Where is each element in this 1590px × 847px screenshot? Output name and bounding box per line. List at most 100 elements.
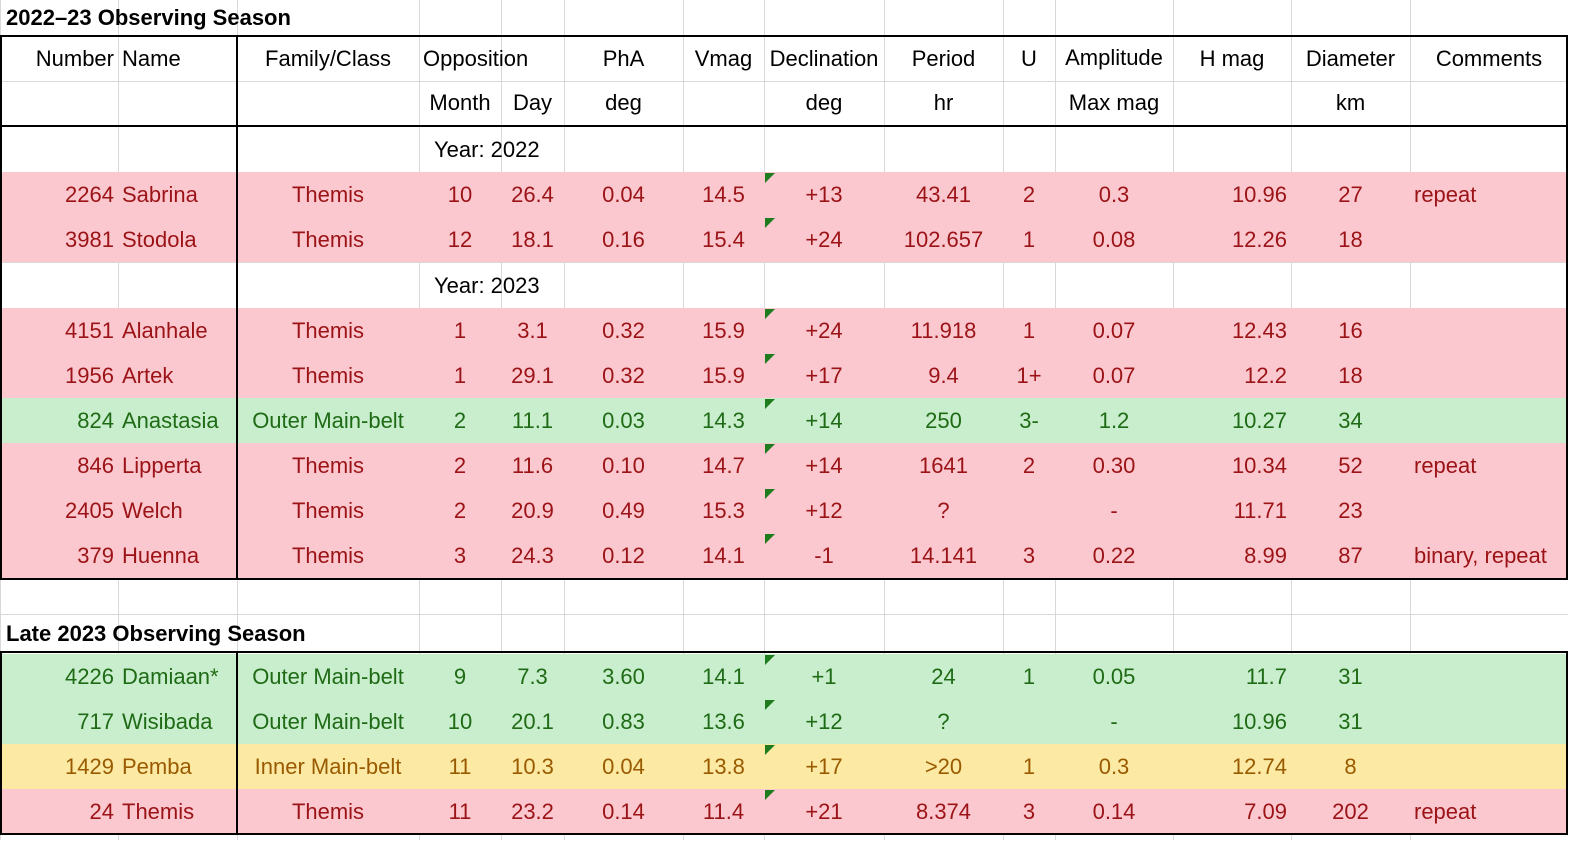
gridline [0, 614, 1568, 615]
cell-period: 14.141 [909, 542, 978, 568]
cell-amplitude: 0.08 [1092, 226, 1136, 252]
cell-period: 24 [931, 663, 956, 689]
comment-indicator-icon [765, 218, 775, 228]
cell-family-class: Outer Main-belt [252, 663, 404, 689]
cell-declination: +13 [805, 181, 843, 207]
cell-pha: PhA [602, 46, 645, 71]
table-row: 1956 Artek Themis 1 29.1 0.32 15.9 +17 9.4 1+ 0.07… [0, 353, 1568, 398]
cell-opposition-day: 26.4 [511, 181, 554, 207]
table-border [0, 35, 1568, 37]
cell-number: 4226 [65, 663, 114, 689]
cell-opposition-day: 11.1 [511, 407, 554, 433]
cell-number: 4151 [65, 317, 114, 343]
cell-number: 3981 [65, 226, 114, 252]
table-row: 2405 Welch Themis 2 20.9 0.49 15.3 +12? - 11.71 23 [0, 488, 1568, 533]
cell-diameter: km [1335, 90, 1366, 115]
cell-comments [1410, 308, 1568, 353]
cell-amplitude: 0.07 [1092, 317, 1136, 343]
cell-name: Sabrina [122, 181, 198, 207]
comment-indicator-icon [765, 354, 775, 364]
table-row: 4226 Damiaan* Outer Main-belt 9 7.3 3.60 14.1 +… [0, 654, 1568, 699]
cell-period: ? [937, 497, 950, 523]
cell-pha: 0.83 [602, 708, 645, 734]
cell-name: Themis [122, 798, 195, 824]
cell-pha: 0.32 [602, 362, 645, 388]
cell-declination: +24 [805, 226, 843, 252]
cell-hmag: 10.27 [1231, 407, 1287, 433]
cell-hmag: 7.09 [1244, 798, 1287, 824]
cell-vmag: 11.4 [702, 798, 745, 824]
cell-hmag: H mag [1199, 46, 1265, 71]
cell-amplitude: - [1110, 708, 1118, 734]
table-row: 3981 Stodola Themis 12 18.1 0.16 15.4 +24 102.65… [0, 217, 1568, 262]
cell-u: 1 [1022, 226, 1036, 252]
cell-number: 2405 [65, 497, 114, 523]
cell-comments [1410, 699, 1568, 744]
cell-comments: Comments [1435, 46, 1543, 71]
cell-vmag: 13.8 [702, 753, 745, 779]
cell-hmag: 8.99 [1244, 542, 1287, 568]
cell-opposition-month: 3 [453, 542, 467, 568]
cell-opposition-day: 23.2 [511, 798, 554, 824]
cell-period: Period [911, 46, 976, 71]
year-row: Year: 2022 [0, 128, 1568, 172]
cell-amplitude: Amplitude [1065, 45, 1163, 70]
cell-number: 846 [77, 452, 114, 478]
cell-pha: 0.49 [602, 497, 645, 523]
table-border [0, 833, 1568, 835]
cell-amplitude: 1.2 [1098, 407, 1130, 433]
cell-diameter: 31 [1338, 663, 1363, 689]
cell-number: 379 [77, 542, 114, 568]
cell-declination: Declination [769, 46, 879, 71]
cell-vmag: 14.1 [702, 542, 745, 568]
cell-vmag [683, 81, 764, 125]
table-border [0, 35, 2, 580]
cell-name: Artek [122, 362, 174, 388]
cell-family-class: Themis [291, 317, 365, 343]
cell-period: 8.374 [915, 798, 972, 824]
cell-family-class [237, 81, 419, 125]
cell-u [1003, 488, 1055, 533]
cell-family-class: Themis [291, 362, 365, 388]
cell-u: 3- [1019, 407, 1039, 433]
cell-comments [1410, 353, 1568, 398]
cell-name [118, 81, 237, 125]
cell-amplitude: 0.07 [1092, 362, 1136, 388]
comment-indicator-icon [765, 534, 775, 544]
cell-name: Anastasia [122, 407, 219, 433]
cell-name: Stodola [122, 226, 197, 252]
cell-hmag: 10.96 [1231, 181, 1287, 207]
cell-family-class: Inner Main-belt [254, 753, 402, 779]
cell-amplitude: 0.22 [1092, 542, 1136, 568]
cell-amplitude: Max mag [1068, 90, 1160, 115]
cell-number: 1956 [65, 362, 114, 388]
cell-diameter: 8 [1344, 753, 1357, 779]
cell-amplitude: 0.14 [1092, 798, 1136, 824]
cell-amplitude: 0.05 [1092, 663, 1136, 689]
cell-comments [1410, 744, 1568, 789]
cell-declination: +12 [805, 708, 843, 734]
cell-diameter: 27 [1338, 181, 1363, 207]
cell-u: 2 [1022, 181, 1036, 207]
cell-period: 250 [925, 407, 962, 433]
cell-family-class: Outer Main-belt [252, 407, 404, 433]
cell-opposition-day: 18.1 [511, 226, 554, 252]
cell-opposition-day: 11.6 [511, 452, 554, 478]
cell-period: 11.918 [910, 317, 977, 343]
table-row: 379 Huenna Themis 3 24.3 0.12 14.1 -1 14.141 3 0.2… [0, 533, 1568, 578]
cell-amplitude: 0.3 [1098, 181, 1130, 207]
cell-opposition-month: Month [429, 90, 491, 115]
table-border [0, 651, 2, 835]
header-row: Month Day deg deg hr Max mag km [0, 81, 1568, 125]
table-border [1566, 35, 1568, 580]
table-row: 717 Wisibada Outer Main-belt 10 20.1 0.83 13.6… [0, 699, 1568, 744]
cell-diameter: 87 [1338, 542, 1363, 568]
cell-comments: repeat [1414, 181, 1477, 207]
cell-family-class: Outer Main-belt [252, 708, 404, 734]
cell-u: 3 [1022, 798, 1036, 824]
table-row: 4151 Alanhale Themis 1 3.1 0.32 15.9 +24 11.918 1… [0, 308, 1568, 353]
cell-u: 1 [1022, 317, 1036, 343]
cell-family-class: Themis [291, 798, 365, 824]
cell-opposition-day: 24.3 [511, 542, 554, 568]
year-label: Year: 2022 [434, 137, 540, 162]
